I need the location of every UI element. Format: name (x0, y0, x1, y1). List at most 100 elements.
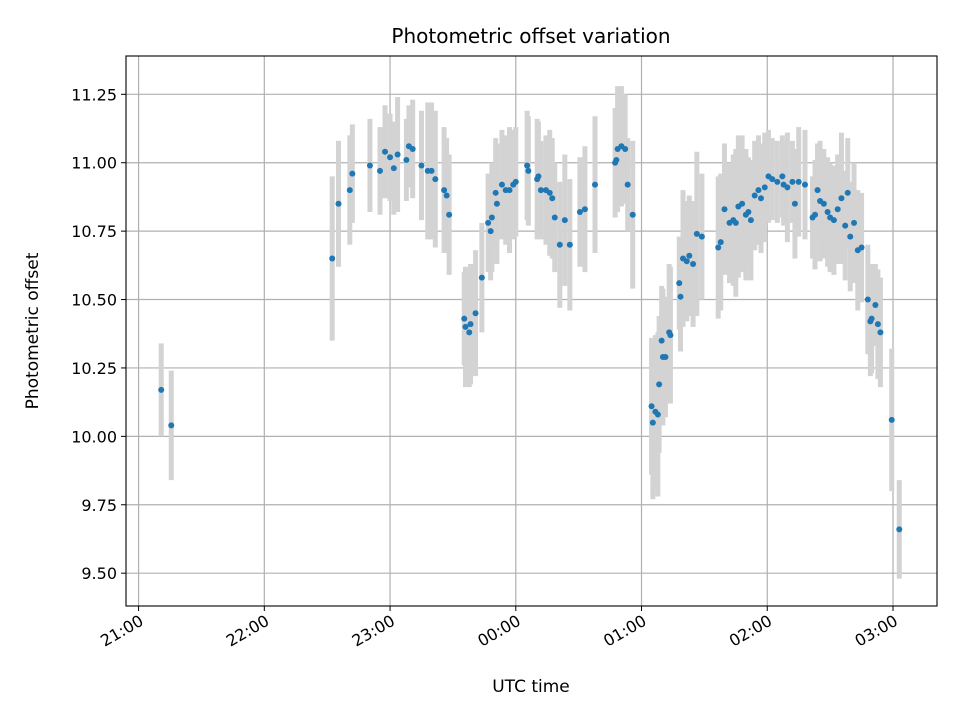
data-point (654, 411, 661, 418)
data-point (581, 206, 588, 213)
data-point (622, 146, 629, 153)
data-point (814, 187, 821, 194)
data-point (677, 293, 684, 300)
data-points (158, 143, 903, 533)
data-point (864, 296, 871, 303)
data-point (467, 321, 474, 328)
data-point (441, 187, 448, 194)
data-point (461, 315, 468, 322)
data-point (648, 403, 655, 410)
data-point (591, 181, 598, 188)
data-point (824, 208, 831, 215)
y-tick-label: 10.50 (71, 291, 117, 310)
data-point (349, 170, 356, 177)
data-point (566, 241, 573, 248)
data-point (525, 167, 532, 174)
data-point (376, 167, 383, 174)
data-point (757, 195, 764, 202)
data-point (662, 353, 669, 360)
data-point (769, 176, 776, 183)
data-point (487, 228, 494, 235)
data-point (524, 162, 531, 169)
data-point (888, 416, 895, 423)
y-tick-label: 10.25 (71, 359, 117, 378)
data-point (428, 167, 435, 174)
data-point (485, 219, 492, 226)
y-tick-label: 9.75 (81, 496, 117, 515)
data-point (546, 189, 553, 196)
data-point (549, 195, 556, 202)
data-point (667, 332, 674, 339)
data-point (715, 244, 722, 251)
data-point (576, 208, 583, 215)
data-point (466, 329, 473, 336)
data-point (418, 162, 425, 169)
data-point (329, 255, 336, 262)
data-point (739, 200, 746, 207)
data-point (493, 200, 500, 207)
data-point (629, 211, 636, 218)
data-point (838, 195, 845, 202)
data-point (755, 187, 762, 194)
plot-frame (125, 55, 938, 607)
data-point (492, 189, 499, 196)
data-point (751, 192, 758, 199)
data-point (789, 178, 796, 185)
y-tick-label: 11.25 (71, 85, 117, 104)
data-point (842, 222, 849, 229)
data-point (446, 211, 453, 218)
data-point (851, 219, 858, 226)
x-axis-label: UTC time (492, 677, 570, 697)
data-point (896, 526, 903, 533)
data-point (745, 208, 752, 215)
data-point (834, 206, 841, 213)
data-point (613, 156, 620, 163)
data-point (537, 187, 544, 194)
data-point (462, 323, 469, 330)
data-point (158, 386, 165, 393)
data-point (387, 154, 394, 161)
data-point (858, 244, 865, 251)
data-point (409, 146, 416, 153)
data-point (551, 214, 558, 221)
data-point (443, 192, 450, 199)
data-point (717, 239, 724, 246)
data-point (478, 274, 485, 281)
y-tick-label: 9.50 (81, 564, 117, 583)
data-point (683, 258, 690, 265)
data-point (432, 176, 439, 183)
data-point (403, 156, 410, 163)
y-axis: 9.50 9.75 10.00 10.25 10.50 10.75 11.00 11.25 (71, 85, 126, 583)
y-tick-label: 11.00 (71, 154, 117, 173)
chart-title: Photometric offset variation (391, 24, 670, 48)
data-point (747, 217, 754, 224)
data-point (784, 184, 791, 191)
data-point (844, 189, 851, 196)
data-point (690, 260, 697, 267)
data-point (847, 233, 854, 240)
data-point (488, 214, 495, 221)
data-point (732, 219, 739, 226)
data-point (693, 230, 700, 237)
data-point (366, 162, 373, 169)
data-point (868, 315, 875, 322)
data-point (676, 280, 683, 287)
data-point (658, 337, 665, 344)
data-point (561, 217, 568, 224)
data-point (812, 211, 819, 218)
data-point (698, 233, 705, 240)
data-point (820, 200, 827, 207)
data-point (472, 310, 479, 317)
data-point (801, 181, 808, 188)
data-point (382, 148, 389, 155)
data-point (624, 181, 631, 188)
data-point (394, 151, 401, 158)
data-point (556, 241, 563, 248)
data-point (721, 206, 728, 213)
data-point (795, 178, 802, 185)
data-point (498, 181, 505, 188)
data-point (877, 329, 884, 336)
data-point (656, 381, 663, 388)
data-point (779, 173, 786, 180)
